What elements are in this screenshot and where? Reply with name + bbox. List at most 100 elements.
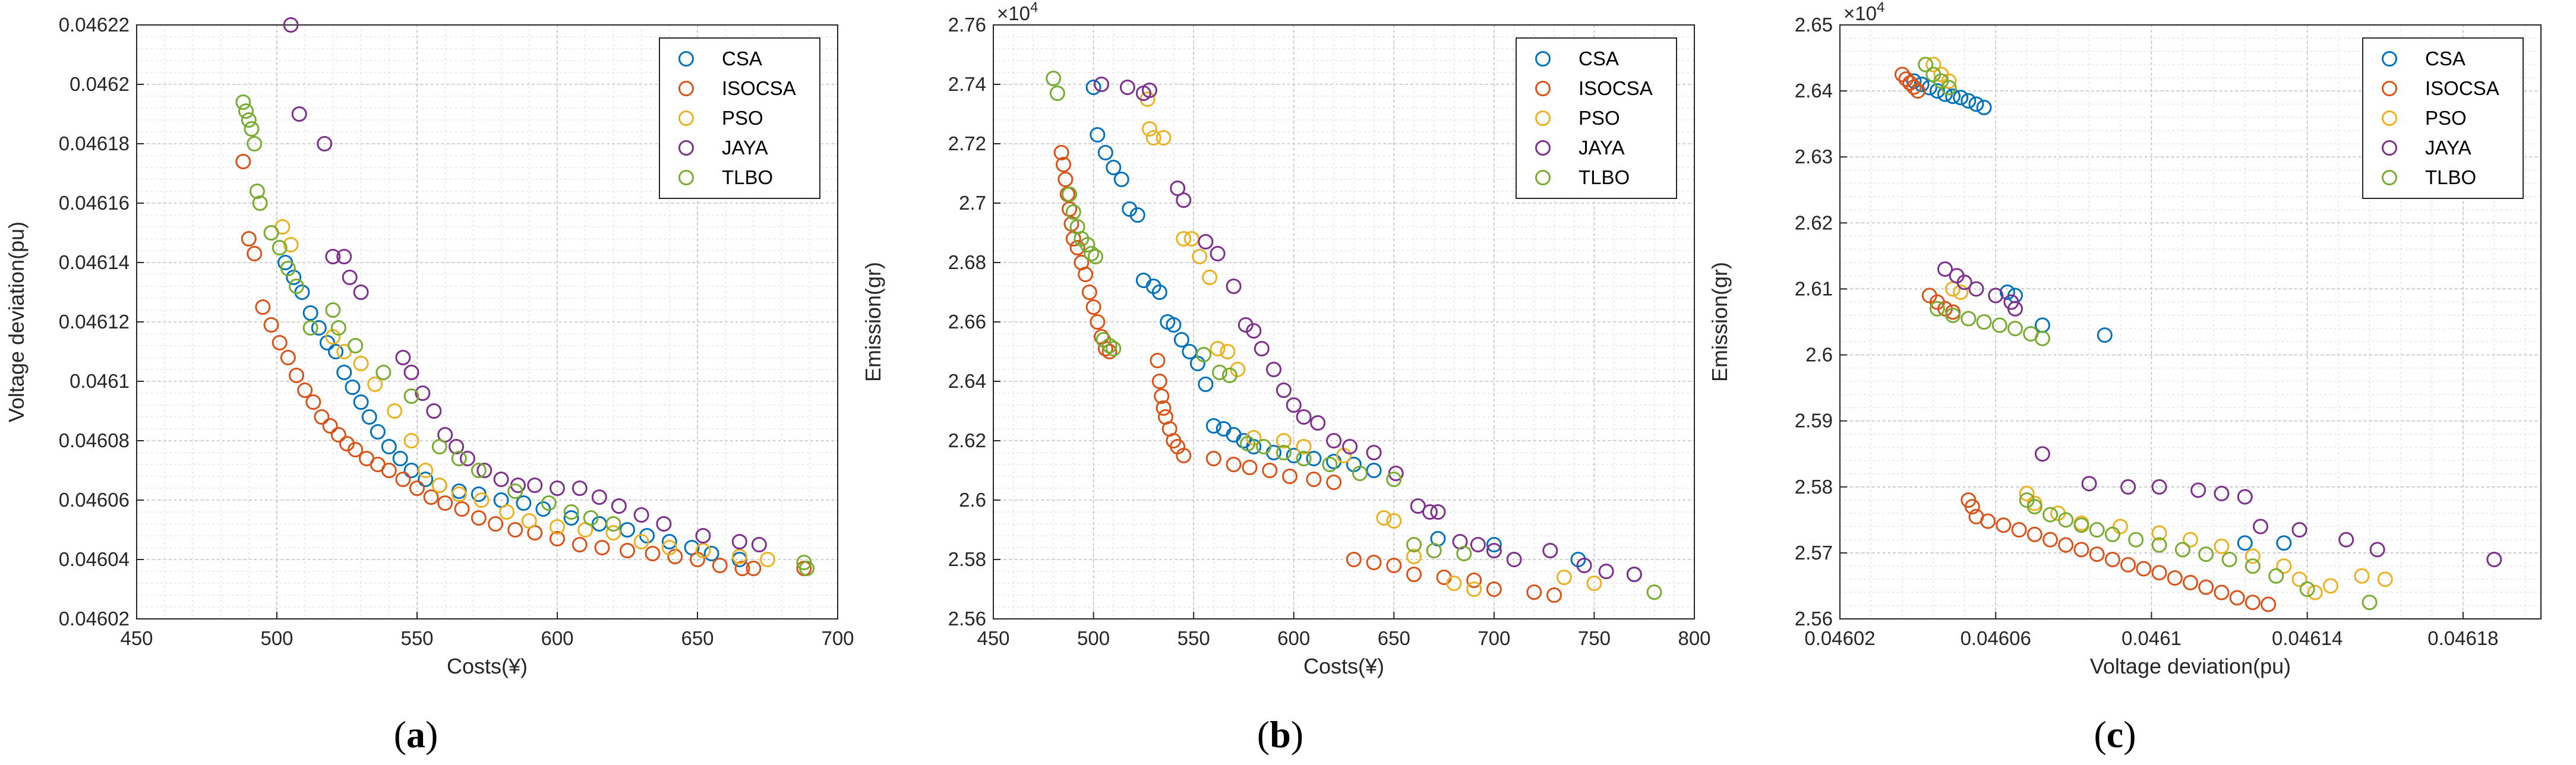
data-point-jaya [1176,192,1192,208]
x-tick-label: 450 [120,627,153,649]
data-point-isocsa [1386,558,1402,573]
data-point-tlbo [2007,321,2023,337]
data-point-isocsa [1226,457,1242,472]
data-point-csa [1961,93,1977,109]
data-point-tlbo [2128,532,2144,548]
y-tick-label: 2.6 [959,489,986,511]
data-point-jaya [572,481,588,496]
legend-label: ISOCSA [1579,77,1653,99]
data-point-jaya [403,365,419,380]
data-point-tlbo [330,320,346,336]
data-point-tlbo [325,302,341,318]
data-point-tlbo [247,136,263,151]
data-point-jaya [2214,485,2230,501]
data-point-isocsa [507,522,523,538]
data-point-jaya [1542,543,1558,558]
data-point-jaya [731,534,747,549]
data-point-isocsa [1964,499,1980,515]
data-point-isocsa [1062,201,1078,217]
data-point-jaya [611,498,627,514]
x-tick-label: 600 [541,627,573,649]
y-axis-label: Emission(gr) [1707,262,1732,382]
data-point-jaya [2338,532,2354,548]
data-point-pso [1192,249,1208,264]
series-tlbo [1046,71,1662,600]
data-point-pso [1183,231,1199,246]
panel-label: (c) [2094,713,2136,755]
data-point-isocsa [1156,400,1172,416]
data-point-jaya [2369,542,2385,558]
data-point-isocsa [2073,542,2089,558]
data-point-isocsa [1996,517,2012,533]
data-point-isocsa [381,463,397,478]
data-point-isocsa [2198,579,2214,595]
data-point-tlbo [1991,317,2007,333]
data-point-tlbo [348,338,364,353]
data-point-tlbo [280,261,296,276]
x-tick-label: 500 [1077,627,1110,649]
data-point-isocsa [330,427,346,442]
legend-label: CSA [722,48,762,69]
data-point-isocsa [620,543,635,558]
data-point-isocsa [2120,557,2136,573]
data-point-tlbo [1049,86,1065,101]
x-tick-label: 500 [260,627,293,649]
series-tlbo [1918,56,2378,611]
data-point-csa [311,320,327,336]
data-point-isocsa [550,531,565,546]
x-axis-label: Costs(¥) [447,654,528,678]
x-axis-label: Voltage deviation(pu) [2090,654,2291,678]
data-point-pso [1446,576,1462,591]
data-point-pso [403,433,419,448]
data-point-isocsa [1906,79,1922,95]
legend-marker-tlbo [2382,170,2397,185]
data-point-jaya [1430,504,1446,520]
data-point-pso [418,463,434,478]
data-point-jaya [1226,279,1242,294]
data-point-pso [1386,513,1402,529]
data-point-jaya [1342,439,1358,454]
x-tick-label: 450 [977,627,1009,649]
series-jaya [283,17,767,552]
data-point-jaya [426,403,442,419]
x-tick-label: 0.04602 [1804,627,1875,649]
data-point-csa [1113,172,1129,187]
data-point-isocsa [297,383,313,398]
data-point-isocsa [1151,374,1167,389]
legend-marker-jaya [1535,140,1551,156]
data-point-pso [2307,584,2323,600]
data-point-tlbo [1296,451,1312,466]
data-point-isocsa [1053,145,1069,160]
data-point-tlbo [583,510,599,526]
data-point-isocsa [488,516,504,532]
y-tick-label: 2.7 [959,192,986,214]
data-point-isocsa [1081,284,1097,300]
data-point-tlbo [2089,522,2105,538]
data-point-csa [1953,90,1969,106]
data-point-isocsa [280,350,296,365]
data-point-jaya [1254,341,1270,356]
legend-label: PSO [1579,107,1620,129]
data-point-isocsa [1902,75,1918,91]
data-point-isocsa [395,472,411,487]
data-point-jaya [1119,80,1135,95]
data-point-jaya [476,463,493,478]
data-point-tlbo [1941,80,1957,96]
legend-label: TLBO [2425,166,2476,188]
data-point-tlbo [1406,537,1422,552]
y-tick-label: 2.72 [948,132,986,154]
data-point-isocsa [1366,555,1382,570]
x-tick-label: 0.04618 [2427,627,2498,649]
y-tick-label: 2.74 [948,73,986,95]
data-point-csa [381,439,397,454]
data-point-tlbo [1961,311,1977,327]
x-tick-label: 700 [1478,627,1510,649]
data-point-csa [1366,463,1382,478]
data-point-pso [2183,532,2198,548]
data-point-jaya [1198,234,1214,249]
data-point-csa [1085,80,1101,95]
y-tick-label: 2.63 [1795,146,1833,167]
y-tick-label: 0.04618 [59,132,130,154]
legend: CSA ISOCSA PSO JAYA TLBO [1516,37,1677,199]
data-point-pso [431,478,447,493]
